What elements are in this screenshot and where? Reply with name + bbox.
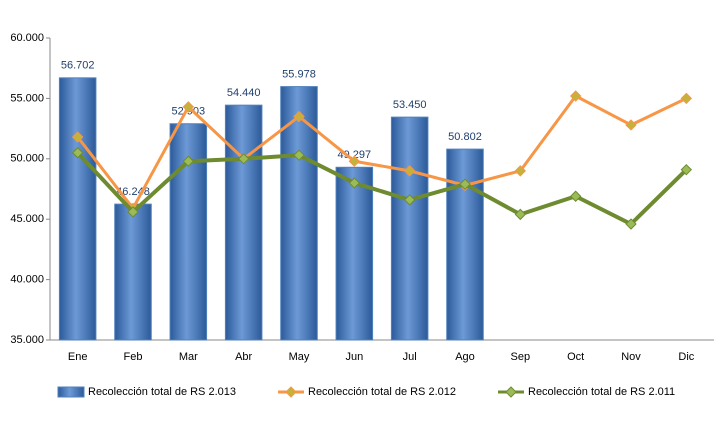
data-label: 53.450: [393, 99, 427, 111]
data-label: 50.802: [448, 131, 482, 143]
marker: [182, 101, 195, 113]
legend-label: Recolección total de RS 2.012: [308, 386, 456, 398]
bar: [390, 116, 429, 341]
legend-swatch: [57, 386, 85, 398]
bar: [446, 148, 484, 341]
marker: [348, 177, 361, 189]
y-tick-label: 50.000: [10, 153, 44, 165]
marker: [182, 155, 195, 167]
marker: [514, 208, 527, 221]
data-label: 54.440: [227, 87, 261, 99]
marker: [569, 90, 582, 102]
legend-label: Recolección total de RS 2.011: [528, 386, 675, 398]
marker: [71, 131, 84, 143]
marker: [348, 155, 361, 167]
marker: [293, 149, 305, 161]
x-tick-label: Sep: [511, 351, 531, 363]
x-tick-label: Jul: [403, 351, 417, 363]
x-tick-label: Ago: [455, 351, 475, 363]
bar: [58, 77, 97, 341]
x-tick-label: Abr: [235, 351, 252, 363]
marker: [625, 218, 637, 230]
marker: [71, 147, 84, 159]
marker: [569, 190, 582, 202]
bar: [280, 86, 318, 341]
line: [76, 94, 687, 210]
data-label: 56.702: [61, 60, 95, 72]
marker: [293, 110, 305, 123]
y-tick-label: 35.000: [10, 334, 44, 346]
marker: [127, 206, 139, 218]
bar: [335, 166, 374, 341]
x-tick-label: Oct: [567, 351, 584, 363]
bar: [114, 203, 152, 341]
x-tick-label: Nov: [621, 351, 641, 363]
data-label: 55.978: [282, 68, 316, 80]
y-tick-label: 40.000: [10, 274, 44, 286]
legend-marker: [505, 386, 517, 398]
marker: [459, 178, 471, 190]
marker: [403, 165, 416, 177]
marker: [680, 163, 693, 176]
marker: [403, 194, 416, 206]
x-tick-label: Dic: [678, 351, 694, 363]
x-tick-label: Mar: [179, 351, 198, 363]
x-tick-label: Jun: [345, 351, 363, 363]
y-tick-label: 45.000: [10, 213, 44, 225]
marker: [680, 92, 693, 105]
data-label: 49.297: [338, 149, 372, 161]
line: [76, 151, 688, 227]
marker: [625, 119, 637, 131]
legend-marker: [285, 386, 297, 398]
legend-label: Recolección total de RS 2.013: [88, 386, 236, 398]
y-tick-label: 55.000: [10, 92, 44, 104]
y-tick-label: 60.000: [10, 32, 44, 44]
x-tick-label: Feb: [124, 351, 143, 363]
marker: [514, 165, 527, 177]
bar: [224, 104, 263, 341]
marker: [237, 153, 250, 165]
x-tick-label: Ene: [68, 351, 88, 363]
x-tick-label: May: [289, 351, 310, 363]
